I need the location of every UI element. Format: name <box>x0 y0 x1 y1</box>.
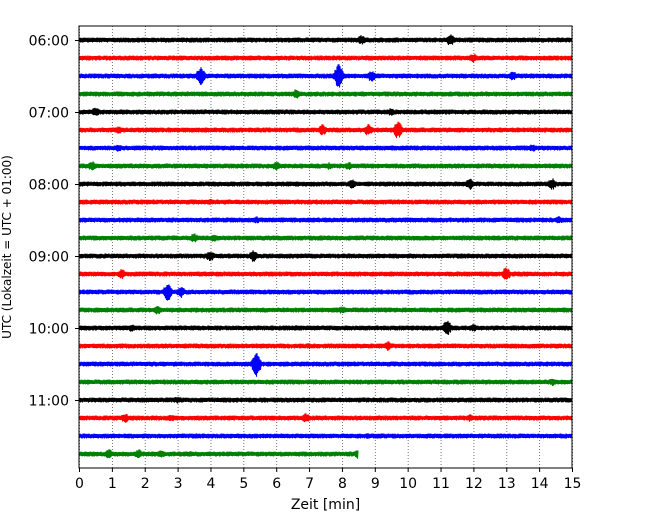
seismogram-trace <box>78 233 573 243</box>
seismogram-trace <box>78 144 573 152</box>
seismogram-trace <box>78 320 573 335</box>
seismogram-trace <box>78 161 573 171</box>
x-axis-ticks: 0 1 2 3 4 5 6 7 8 9 10 11 12 13 14 15 <box>75 468 581 492</box>
seismogram-trace <box>78 178 573 190</box>
seismogram-trace <box>78 53 573 63</box>
x-tick-label: 3 <box>174 476 183 492</box>
seismogram-trace <box>78 378 573 386</box>
seismogram-trace <box>78 306 573 315</box>
y-tick-label: 06:00 <box>29 34 69 50</box>
x-tick-label: 0 <box>75 476 84 492</box>
x-tick-label: 2 <box>141 476 150 492</box>
x-tick-label: 15 <box>564 476 582 492</box>
x-tick-label: 13 <box>498 476 516 492</box>
plot-frame <box>78 25 573 469</box>
y-tick-label: 09:00 <box>29 250 69 266</box>
seismogram-trace <box>78 413 573 423</box>
y-tick-label: 10:00 <box>29 322 69 338</box>
seismogram-trace <box>78 353 573 377</box>
x-tick-label: 4 <box>207 476 216 492</box>
y-axis-ticks: 06:00 07:00 08:00 09:00 10:00 11:00 <box>29 34 79 410</box>
y-tick-label: 07:00 <box>29 106 69 122</box>
y-tick-label: 11:00 <box>29 394 69 410</box>
x-tick-label: 10 <box>399 476 417 492</box>
seismogram-trace <box>78 449 359 459</box>
seismogram-trace <box>78 433 573 439</box>
seismogram-trace <box>78 250 573 262</box>
seismogram-trace <box>78 341 573 351</box>
x-tick-label: 6 <box>272 476 281 492</box>
seismogram-trace <box>78 284 573 301</box>
seismogram-trace <box>78 107 573 116</box>
x-tick-label: 7 <box>305 476 314 492</box>
y-tick-label: 08:00 <box>29 178 69 194</box>
x-tick-label: 8 <box>338 476 347 492</box>
x-tick-label: 12 <box>465 476 483 492</box>
seismogram-trace <box>78 64 573 88</box>
x-tick-label: 1 <box>108 476 117 492</box>
x-tick-label: 11 <box>432 476 450 492</box>
seismogram-trace <box>78 267 573 280</box>
seismogram-trace <box>78 89 573 99</box>
x-tick-label: 9 <box>371 476 380 492</box>
seismogram-trace <box>78 34 573 46</box>
seismogram-trace <box>78 121 573 139</box>
seismogram-traces <box>78 34 573 459</box>
seismogram-trace <box>78 396 573 404</box>
x-tick-label: 5 <box>239 476 248 492</box>
x-axis-label: Zeit [min] <box>291 497 360 513</box>
seismogram-trace <box>78 215 573 224</box>
seismogram-trace <box>78 199 573 205</box>
x-tick-label: 14 <box>531 476 549 492</box>
y-axis-label: UTC (Lokalzeit = UTC + 01:00) <box>0 155 14 339</box>
